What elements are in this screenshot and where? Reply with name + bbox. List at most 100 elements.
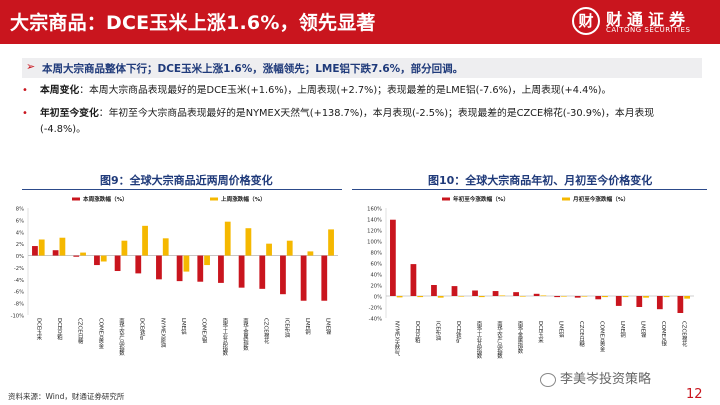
y-tick-label: 80% (370, 251, 382, 257)
bar-primary (135, 255, 142, 274)
bar-primary (554, 296, 561, 298)
x-category-label: DCE玉米 (537, 321, 544, 344)
bar-secondary (162, 238, 169, 256)
bar-primary (259, 255, 266, 289)
bar-primary (472, 290, 478, 296)
bar-primary (114, 255, 121, 272)
legend-label: 年初至今涨跌幅（%） (453, 195, 509, 203)
x-category-label: 南华农产品指数 (118, 317, 125, 357)
bar-primary (615, 296, 622, 306)
x-category-label: LME铜 (304, 318, 311, 336)
bar-secondary (622, 296, 629, 298)
bar-secondary (142, 225, 148, 256)
legend-swatch (72, 197, 80, 201)
bar-secondary (561, 296, 567, 297)
y-tick-label: -20% (369, 306, 382, 312)
bar-secondary (80, 252, 86, 256)
bar-secondary (437, 296, 444, 298)
y-tick-label: 20% (370, 284, 382, 290)
logo-mark-icon: 财 (572, 7, 600, 35)
y-tick-label: 8% (16, 207, 24, 213)
y-tick-label: -8% (14, 302, 24, 308)
y-tick-label: 2% (16, 242, 24, 248)
logo-name-cn: 财通证券 (606, 10, 691, 29)
bar-primary (280, 255, 286, 295)
bar-secondary (519, 296, 526, 297)
bar-primary (513, 292, 519, 296)
bar-secondary (121, 240, 128, 256)
x-category-label: DCE豆粕 (56, 318, 63, 341)
legend-swatch (562, 197, 570, 201)
chart-fig10: 160% 140% 120% 100% 80% 60% 40% 20% 0% -20% -40% NY… (367, 195, 694, 360)
bar-secondary (204, 255, 210, 266)
y-tick-label: 140% (367, 218, 382, 224)
x-category-label: DCE豆粕 (414, 321, 421, 344)
x-category-label: 南华农产品指数 (496, 320, 503, 360)
y-tick-label: 4% (16, 230, 24, 236)
bar-primary (390, 219, 396, 296)
x-category-label: DCE铁矿 (455, 321, 462, 344)
bar-secondary (286, 240, 293, 256)
y-tick-label: 0% (16, 254, 24, 260)
bar-primary (32, 246, 38, 256)
bar-secondary (59, 237, 66, 256)
summary-box: ➢ 本周大宗商品整体下行；DCE玉米上涨1.6%，涨幅领先；LME铝下跌7.6%… (22, 58, 702, 78)
bullet-dot-icon: • (22, 108, 28, 119)
bar-secondary (266, 243, 272, 256)
x-category-label: CZCE棉花 (263, 318, 270, 345)
bar-primary (73, 255, 80, 257)
bar-primary (410, 264, 417, 296)
bar-secondary (684, 296, 690, 299)
bar-primary (238, 255, 245, 288)
bar-primary (492, 291, 499, 296)
bar-secondary (307, 251, 314, 256)
bar-secondary (458, 296, 465, 297)
x-category-label: CZCE棉花 (681, 321, 688, 348)
bar-secondary (540, 295, 547, 297)
bar-secondary (581, 296, 588, 297)
chart-divider (22, 189, 342, 190)
x-category-label: NYMEX原油 (159, 318, 166, 349)
x-category-label: 南华工业品指数 (475, 320, 482, 360)
chart-divider (352, 189, 707, 190)
bar-secondary (643, 296, 649, 298)
bar-primary (218, 255, 224, 283)
x-category-label: DCE玉米 (35, 318, 42, 341)
bar-primary (533, 293, 540, 296)
x-category-label: LME铝 (180, 318, 187, 336)
x-category-label: LME镍 (640, 321, 647, 339)
x-category-label: 南华工业品指数 (221, 317, 228, 357)
bar-secondary (224, 221, 231, 256)
bullet-label: 本周变化 (40, 85, 80, 96)
company-logo: 财 财通证券 CAITONG SECURITIES (572, 6, 712, 38)
bar-secondary (38, 239, 45, 256)
x-category-label: COMEX银 (660, 321, 667, 348)
bar-primary (94, 255, 100, 266)
bullet-text: ：年初至今大宗商品表现最好的是NYMEX天然气(+138.7%)，本月表现(-2… (40, 108, 655, 135)
summary-text: 本周大宗商品整体下行；DCE玉米上涨1.6%，涨幅领先；LME铝下跌7.6%，部… (42, 63, 464, 75)
bar-primary (656, 296, 663, 310)
bar-primary (52, 250, 59, 256)
bullet-label: 年初至今变化 (40, 108, 99, 119)
bar-secondary (417, 296, 424, 298)
legend-label: 本周涨跌幅（%） (83, 195, 128, 203)
bar-primary (595, 296, 602, 300)
page-title: 大宗商品：DCE玉米上涨1.6%，领先显著 (10, 12, 376, 34)
y-tick-label: 40% (370, 273, 382, 279)
x-category-label: COMEX银 (201, 318, 208, 345)
page-number: 12 (686, 387, 703, 402)
y-tick-label: 0% (374, 295, 382, 301)
bar-secondary (478, 296, 485, 298)
header-bar: 大宗商品：DCE玉米上涨1.6%，领先显著 财 财通证券 CAITONG SEC… (0, 0, 720, 44)
x-category-label: ICE布油 (434, 321, 441, 342)
logo-name-en: CAITONG SECURITIES (606, 26, 691, 34)
bar-secondary (499, 295, 506, 297)
legend-label: 上周涨跌幅（%） (221, 195, 266, 203)
bar-primary (300, 255, 307, 301)
y-tick-label: 6% (16, 218, 24, 224)
x-category-label: DCE铁矿 (139, 318, 146, 341)
bar-primary (176, 255, 183, 282)
chart-fig9: 8% 6% 4% 2% 0% -2% -4% -6% -8% -10% DCE玉米 DCE豆粕 CZCE… (11, 195, 338, 357)
bar-primary (321, 255, 328, 301)
x-category-label: NYMEX天然气 (393, 321, 400, 357)
